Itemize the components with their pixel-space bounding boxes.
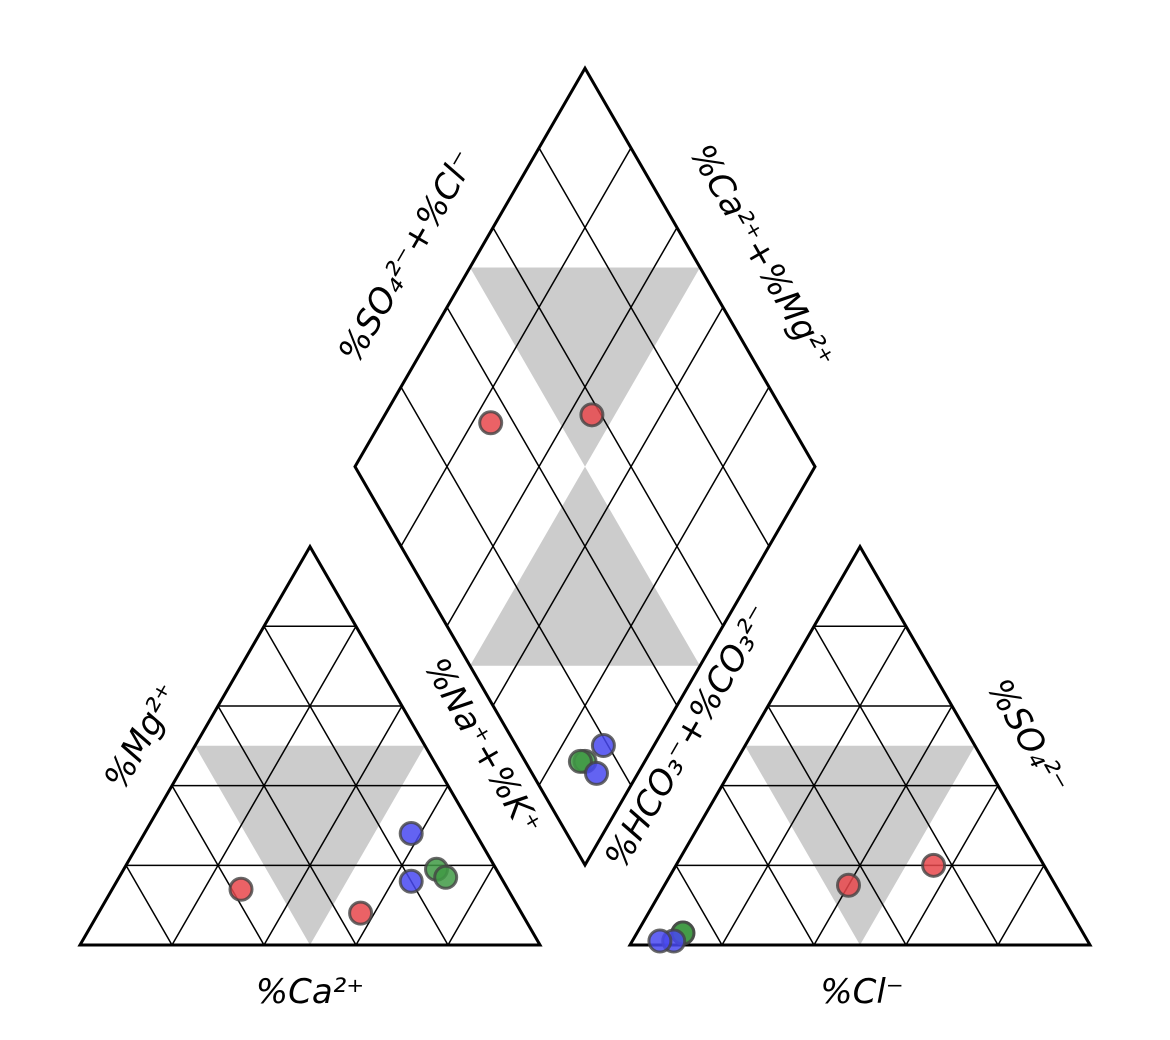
diamond-sample-point-red xyxy=(478,410,504,436)
diamond-grid-line xyxy=(400,386,632,786)
diamond-grid-line xyxy=(446,306,678,707)
sample-points xyxy=(228,402,947,954)
diamond-grid-line xyxy=(400,147,632,547)
anion-grid-line xyxy=(721,785,815,946)
diagram-frames xyxy=(77,65,1093,947)
anion-shaded-region xyxy=(745,745,975,945)
so4-axis-label: %SO₄²⁻ xyxy=(979,672,1077,801)
diamond-sample-point-blue xyxy=(590,732,616,758)
diamond-frame xyxy=(353,65,817,868)
cation-sample-point-blue xyxy=(398,868,424,894)
diamond-grid-line xyxy=(538,386,770,786)
anion-grid-line xyxy=(675,864,723,946)
cl-axis-label: %Cl⁻ xyxy=(820,972,903,1012)
anion-grid-line xyxy=(813,705,953,946)
cation-grid-line xyxy=(263,705,403,946)
anion-grid-line xyxy=(767,705,907,946)
ca-axis-label: %Ca²⁺ xyxy=(256,972,364,1012)
cation-sample-point-red xyxy=(348,900,374,926)
anion-sample-point-red xyxy=(836,872,861,898)
cation-sample-point-blue xyxy=(398,820,424,846)
diamond-grid-line xyxy=(538,147,770,547)
cation-triangle-frame xyxy=(77,543,543,947)
diamond-grid-line xyxy=(492,227,724,627)
cation-sample-point-green xyxy=(433,864,459,890)
shaded-regions xyxy=(195,267,975,945)
anion-sample-point-blue xyxy=(647,928,673,954)
anion-grid-line xyxy=(997,864,1045,946)
anion-sample-point-red xyxy=(921,852,947,878)
anion-triangle-frame xyxy=(627,543,1093,947)
anion-grid-line xyxy=(813,625,999,946)
so4-cl-axis-label: %SO₄²⁻+%Cl⁻ xyxy=(331,144,485,370)
diamond-shaded-region-bottom xyxy=(470,466,700,666)
cation-grid-line xyxy=(171,785,265,946)
na-k-axis-label: %Na⁺+%K⁺ xyxy=(416,651,549,842)
cation-grid-line xyxy=(447,864,495,946)
cation-sample-point-red xyxy=(228,876,254,902)
cation-grid-line xyxy=(217,705,357,946)
diamond-shaded-region-top xyxy=(470,267,700,467)
cation-grid-line xyxy=(125,864,173,946)
diamond-grid-line xyxy=(446,227,678,627)
diamond-sample-point-red xyxy=(579,402,605,428)
ca-mg-axis-label: %Ca²⁺+%Mg²⁺ xyxy=(681,137,842,375)
diamond-sample-point-blue xyxy=(584,760,609,786)
diamond-grid-line xyxy=(492,306,724,707)
cation-shaded-region xyxy=(195,745,425,945)
